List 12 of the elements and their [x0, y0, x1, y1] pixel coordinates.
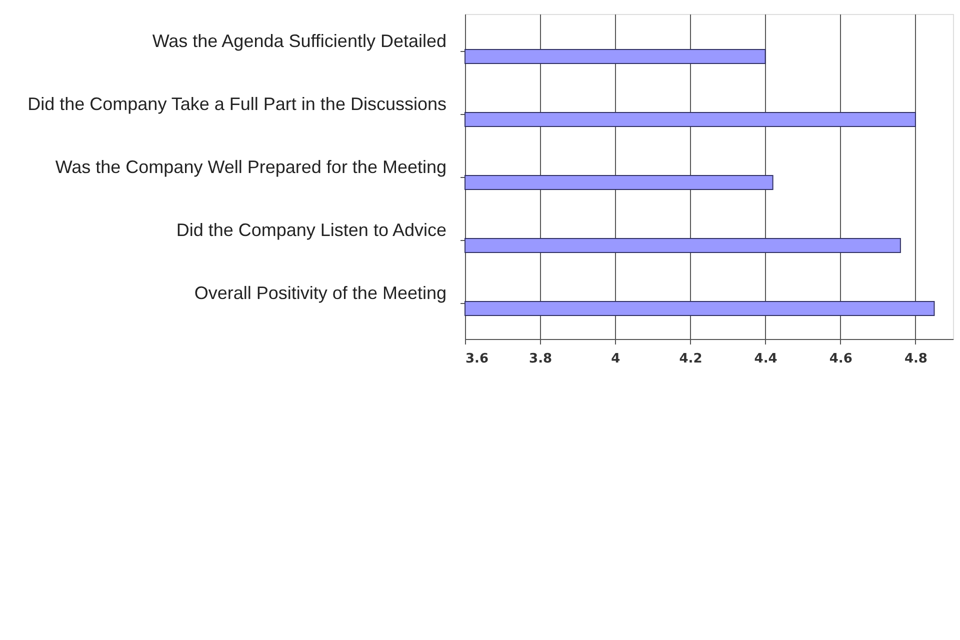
y-tick-label: Did the Company Take a Full Part in the Discussions: [28, 94, 446, 114]
x-tick-label: 4.4: [754, 352, 778, 366]
x-tick-label: 3.6: [466, 352, 489, 366]
x-tick-label: 4: [611, 352, 620, 366]
x-tick-label: 4.6: [829, 352, 852, 366]
y-tick-label: Was the Agenda Sufficiently Detailed: [152, 31, 446, 51]
x-tick-label: 4.8: [904, 352, 928, 366]
x-tick-label: 3.8: [529, 352, 552, 366]
x-tick-label: 4.2: [679, 352, 702, 366]
y-tick-label: Did the Company Listen to Advice: [176, 220, 446, 240]
y-tick-label: Was the Company Well Prepared for the Meeting: [55, 157, 446, 177]
y-tick-label: Overall Positivity of the Meeting: [194, 283, 446, 303]
